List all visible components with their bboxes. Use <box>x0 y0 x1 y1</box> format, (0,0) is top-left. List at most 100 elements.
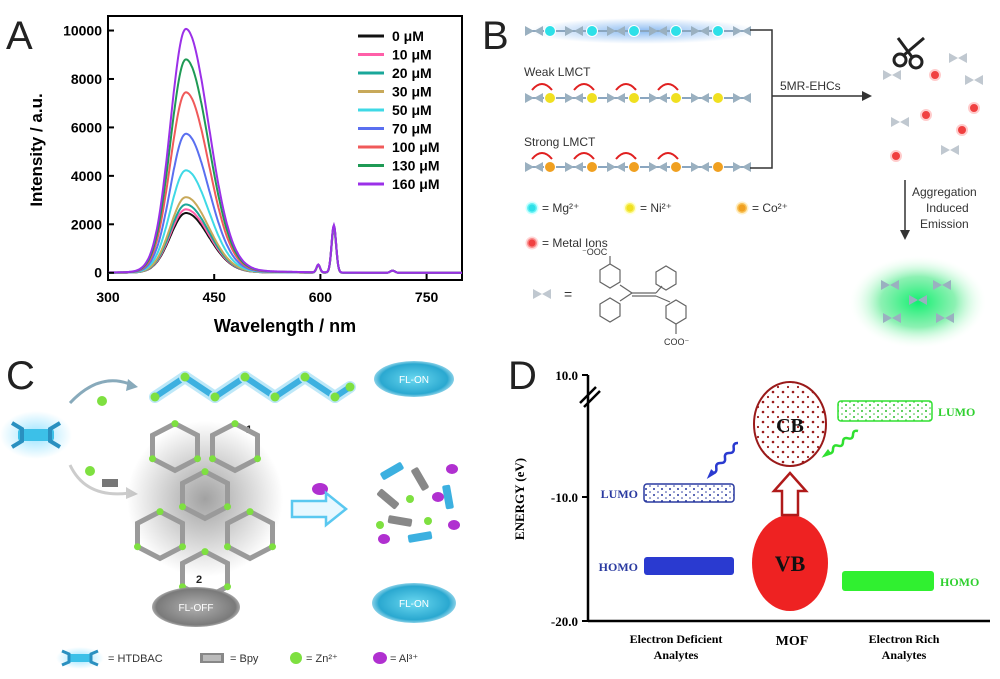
panel-b-letter: B <box>482 14 509 58</box>
metal-node <box>628 25 640 37</box>
strong-lmct-label: Strong LMCT <box>524 135 596 149</box>
panel-a-letter: A <box>6 14 33 58</box>
zn-node <box>224 503 231 511</box>
zn-node <box>209 455 216 463</box>
y-tick-bottom: -20.0 <box>551 614 578 629</box>
panel-d-letter: D <box>508 354 537 398</box>
cb-label: CB <box>776 415 804 437</box>
zn-node <box>210 392 220 402</box>
metal-ion <box>929 69 941 81</box>
zn-node <box>345 382 355 392</box>
zn-legend-dot <box>290 652 302 664</box>
y-tick-label: 8000 <box>71 71 102 87</box>
zn-node <box>300 372 310 382</box>
zn-node <box>156 508 164 516</box>
weak-lmct-label: Weak LMCT <box>524 65 591 79</box>
fl-on-bottom-badge: FL-ON <box>372 583 456 623</box>
zn-node <box>179 503 186 511</box>
x-tick-label: 750 <box>415 289 439 305</box>
ni-legend-label: = Ni²⁺ <box>640 201 672 215</box>
deficient-homo-label: HOMO <box>599 560 638 574</box>
al-legend-label: = Al³⁺ <box>390 653 418 665</box>
cb-to-deficient-arrow <box>711 441 739 475</box>
al-ion <box>432 492 444 502</box>
zn-node <box>194 455 201 463</box>
metal-node <box>712 25 724 37</box>
network-hexagon <box>210 420 260 474</box>
mg-legend-label: = Mg²⁺ <box>542 201 579 215</box>
legend-label-0: 0 μM <box>392 28 424 44</box>
panel-c-letter: C <box>6 354 35 398</box>
lmct-schematic: Weak LMCT Strong LMCT 5MR-EHCs Aggregati… <box>524 18 986 348</box>
compound-1-chain <box>149 371 356 403</box>
zn-ion-1 <box>97 396 107 406</box>
electron-transfer-arrows <box>706 429 859 480</box>
fragment <box>407 531 433 543</box>
network-hexagon <box>150 420 200 474</box>
x-tick-label: 600 <box>309 289 333 305</box>
zn-node <box>150 392 160 402</box>
zn-node <box>134 543 141 551</box>
metal-node <box>628 161 640 173</box>
released-ions <box>883 53 983 162</box>
ni-chain <box>525 83 751 104</box>
compound-2-label: 2 <box>196 574 202 586</box>
bpy-legend-icon <box>200 653 224 663</box>
lmct-arc <box>657 83 679 91</box>
deficient-homo-band <box>644 557 734 575</box>
mg-legend-dot <box>525 201 539 215</box>
bracket <box>750 29 773 169</box>
metal-node <box>712 161 724 173</box>
metal-node <box>586 25 598 37</box>
x-axis-label: Wavelength / nm <box>214 316 356 336</box>
legend-label-6: 100 μM <box>392 139 439 155</box>
fl-on-top-badge: FL-ON <box>374 361 454 397</box>
plot-frame <box>107 15 463 281</box>
lmct-arc <box>657 152 679 160</box>
axis-break-1 <box>579 386 597 404</box>
y-tick-mid: -10.0 <box>551 490 578 505</box>
metal-node <box>628 92 640 104</box>
metal-ion <box>920 109 932 121</box>
metal-ion <box>956 124 968 136</box>
zn-ion <box>376 521 384 529</box>
fragment <box>380 462 404 480</box>
svg-text:FL-ON: FL-ON <box>399 599 429 610</box>
energy-axis-label: ENERGY (eV) <box>512 458 527 540</box>
zn-ion-2 <box>85 466 95 476</box>
zn-node <box>270 392 280 402</box>
zn-node <box>246 508 254 516</box>
svg-text:FL-OFF: FL-OFF <box>179 603 214 614</box>
hollow-arrow <box>290 490 349 528</box>
bpy-small-icon <box>102 479 118 487</box>
x-label-rich-2: Analytes <box>882 648 927 662</box>
bpy-legend-label: = Bpy <box>230 653 259 665</box>
x-label-rich-1: Electron Rich <box>869 632 940 646</box>
y-tick-top: 10.0 <box>555 368 578 383</box>
compound-2-network <box>127 420 283 602</box>
tpe-ligand-structure-icon <box>599 256 687 334</box>
zn-node <box>240 372 250 382</box>
metal-node <box>670 25 682 37</box>
x-label-deficient-2: Analytes <box>654 648 699 662</box>
co-legend-dot <box>735 201 749 215</box>
network-hexagon <box>180 468 230 522</box>
chain-link <box>182 374 218 400</box>
chain-link <box>272 374 308 400</box>
y-tick-label: 10000 <box>63 23 102 39</box>
decomposed-fragments <box>376 462 460 544</box>
x-label-deficient-1: Electron Deficient <box>630 632 723 646</box>
rich-lumo-label: LUMO <box>938 405 975 419</box>
zn-node <box>179 543 186 551</box>
metal-legend-dot <box>525 236 539 250</box>
zn-node <box>224 583 231 591</box>
reaction-arrow-label: 5MR-EHCs <box>780 79 841 93</box>
aie-label-3: Emission <box>920 217 969 231</box>
zn-node <box>180 372 190 382</box>
deficient-lumo-label: LUMO <box>601 487 638 501</box>
axis-break-2 <box>583 390 601 408</box>
green-emission-aggregate <box>850 256 986 348</box>
rich-homo-band <box>842 571 934 591</box>
metal-ion <box>968 102 980 114</box>
zn-node <box>201 548 209 556</box>
